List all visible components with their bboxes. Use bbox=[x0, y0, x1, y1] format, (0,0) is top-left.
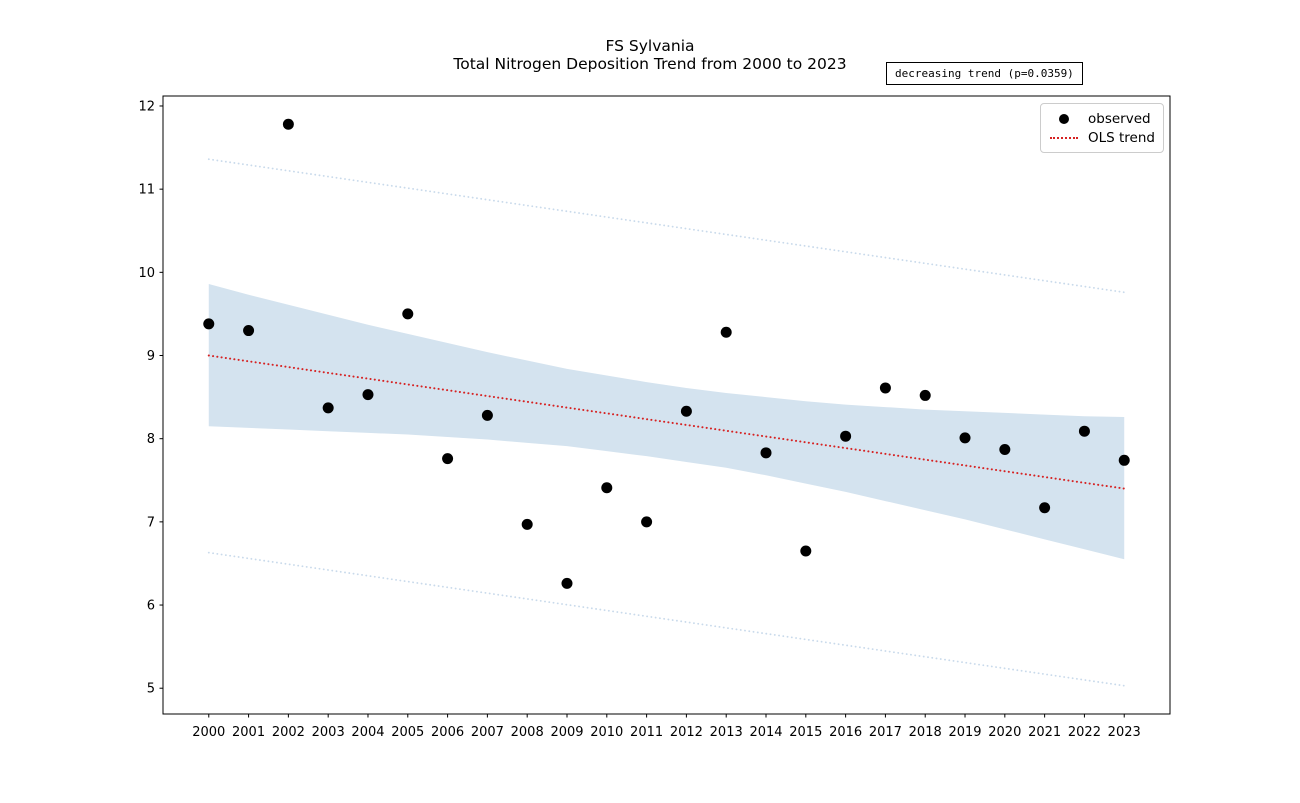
x-tick-label-2016: 2016 bbox=[829, 725, 862, 740]
legend-label-ols-trend: OLS trend bbox=[1088, 129, 1155, 146]
data-point-2015 bbox=[800, 545, 812, 557]
y-tick-label-7: 7 bbox=[147, 515, 155, 530]
data-point-2012 bbox=[680, 405, 692, 417]
x-tick-label-2001: 2001 bbox=[232, 725, 265, 740]
data-point-2003 bbox=[322, 402, 334, 414]
x-tick-label-2000: 2000 bbox=[192, 725, 225, 740]
legend-row-ols-trend: OLS trend bbox=[1047, 128, 1155, 147]
x-tick-label-2003: 2003 bbox=[312, 725, 345, 740]
x-tick-label-2015: 2015 bbox=[789, 725, 822, 740]
x-tick-label-2013: 2013 bbox=[710, 725, 743, 740]
data-point-2022 bbox=[1078, 425, 1090, 437]
y-tick-label-5: 5 bbox=[147, 682, 155, 697]
x-tick-label-2022: 2022 bbox=[1068, 725, 1101, 740]
x-tick-label-2021: 2021 bbox=[1028, 725, 1061, 740]
data-point-2010 bbox=[601, 482, 613, 494]
observed-marker-icon bbox=[1047, 113, 1081, 124]
x-tick-label-2002: 2002 bbox=[272, 725, 305, 740]
data-point-2000 bbox=[203, 318, 215, 330]
x-tick-label-2017: 2017 bbox=[869, 725, 902, 740]
data-point-2011 bbox=[641, 516, 653, 528]
data-point-2023 bbox=[1118, 454, 1130, 466]
axes-spines bbox=[162, 95, 1171, 715]
x-tick-label-2023: 2023 bbox=[1108, 725, 1141, 740]
data-point-2020 bbox=[999, 443, 1011, 455]
data-point-2017 bbox=[879, 382, 891, 394]
prediction-interval-lower-line bbox=[207, 551, 1126, 687]
legend: observed OLS trend bbox=[1040, 103, 1164, 153]
x-tick-label-2018: 2018 bbox=[909, 725, 942, 740]
y-tick-label-6: 6 bbox=[147, 599, 155, 614]
data-point-2018 bbox=[919, 389, 931, 401]
data-point-2013 bbox=[720, 326, 732, 338]
x-tick-label-2012: 2012 bbox=[670, 725, 703, 740]
chart-title: FS Sylvania Total Nitrogen Deposition Tr… bbox=[0, 37, 1300, 73]
chart-title-line1: FS Sylvania bbox=[605, 37, 695, 55]
prediction-interval-upper-line bbox=[207, 158, 1126, 294]
y-tick-label-11: 11 bbox=[138, 183, 155, 198]
OLS-trend-line bbox=[207, 354, 1126, 490]
y-tick-label-9: 9 bbox=[147, 349, 155, 364]
x-tick-label-2020: 2020 bbox=[988, 725, 1021, 740]
chart-title-line2: Total Nitrogen Deposition Trend from 200… bbox=[453, 55, 847, 73]
data-point-2002 bbox=[282, 118, 294, 130]
data-point-2016 bbox=[840, 430, 852, 442]
y-tick-label-12: 12 bbox=[138, 99, 155, 114]
x-tick-label-2006: 2006 bbox=[431, 725, 464, 740]
y-tick-label-10: 10 bbox=[138, 266, 155, 281]
data-point-2014 bbox=[760, 447, 772, 459]
data-point-2009 bbox=[561, 577, 573, 589]
data-point-2019 bbox=[959, 432, 971, 444]
ols-trend-line-icon bbox=[1047, 136, 1081, 139]
data-point-2005 bbox=[402, 308, 414, 320]
data-point-2021 bbox=[1039, 502, 1051, 514]
y-tick-label-8: 8 bbox=[147, 432, 155, 447]
x-tick-label-2019: 2019 bbox=[948, 725, 981, 740]
legend-row-observed: observed bbox=[1047, 109, 1155, 128]
x-tick-label-2011: 2011 bbox=[630, 725, 663, 740]
data-point-2008 bbox=[521, 518, 533, 530]
data-point-2004 bbox=[362, 389, 374, 401]
trend-annotation-box: decreasing trend (p=0.0359) bbox=[886, 62, 1083, 85]
legend-label-observed: observed bbox=[1088, 110, 1151, 127]
x-tick-label-2009: 2009 bbox=[550, 725, 583, 740]
data-point-2006 bbox=[442, 453, 454, 465]
data-point-2001 bbox=[243, 325, 255, 337]
x-tick-label-2004: 2004 bbox=[351, 725, 384, 740]
x-tick-label-2005: 2005 bbox=[391, 725, 424, 740]
x-tick-label-2007: 2007 bbox=[471, 725, 504, 740]
x-tick-label-2014: 2014 bbox=[749, 725, 782, 740]
x-tick-label-2010: 2010 bbox=[590, 725, 623, 740]
data-point-2007 bbox=[481, 409, 493, 421]
confidence-band bbox=[208, 283, 1125, 560]
x-tick-label-2008: 2008 bbox=[511, 725, 544, 740]
